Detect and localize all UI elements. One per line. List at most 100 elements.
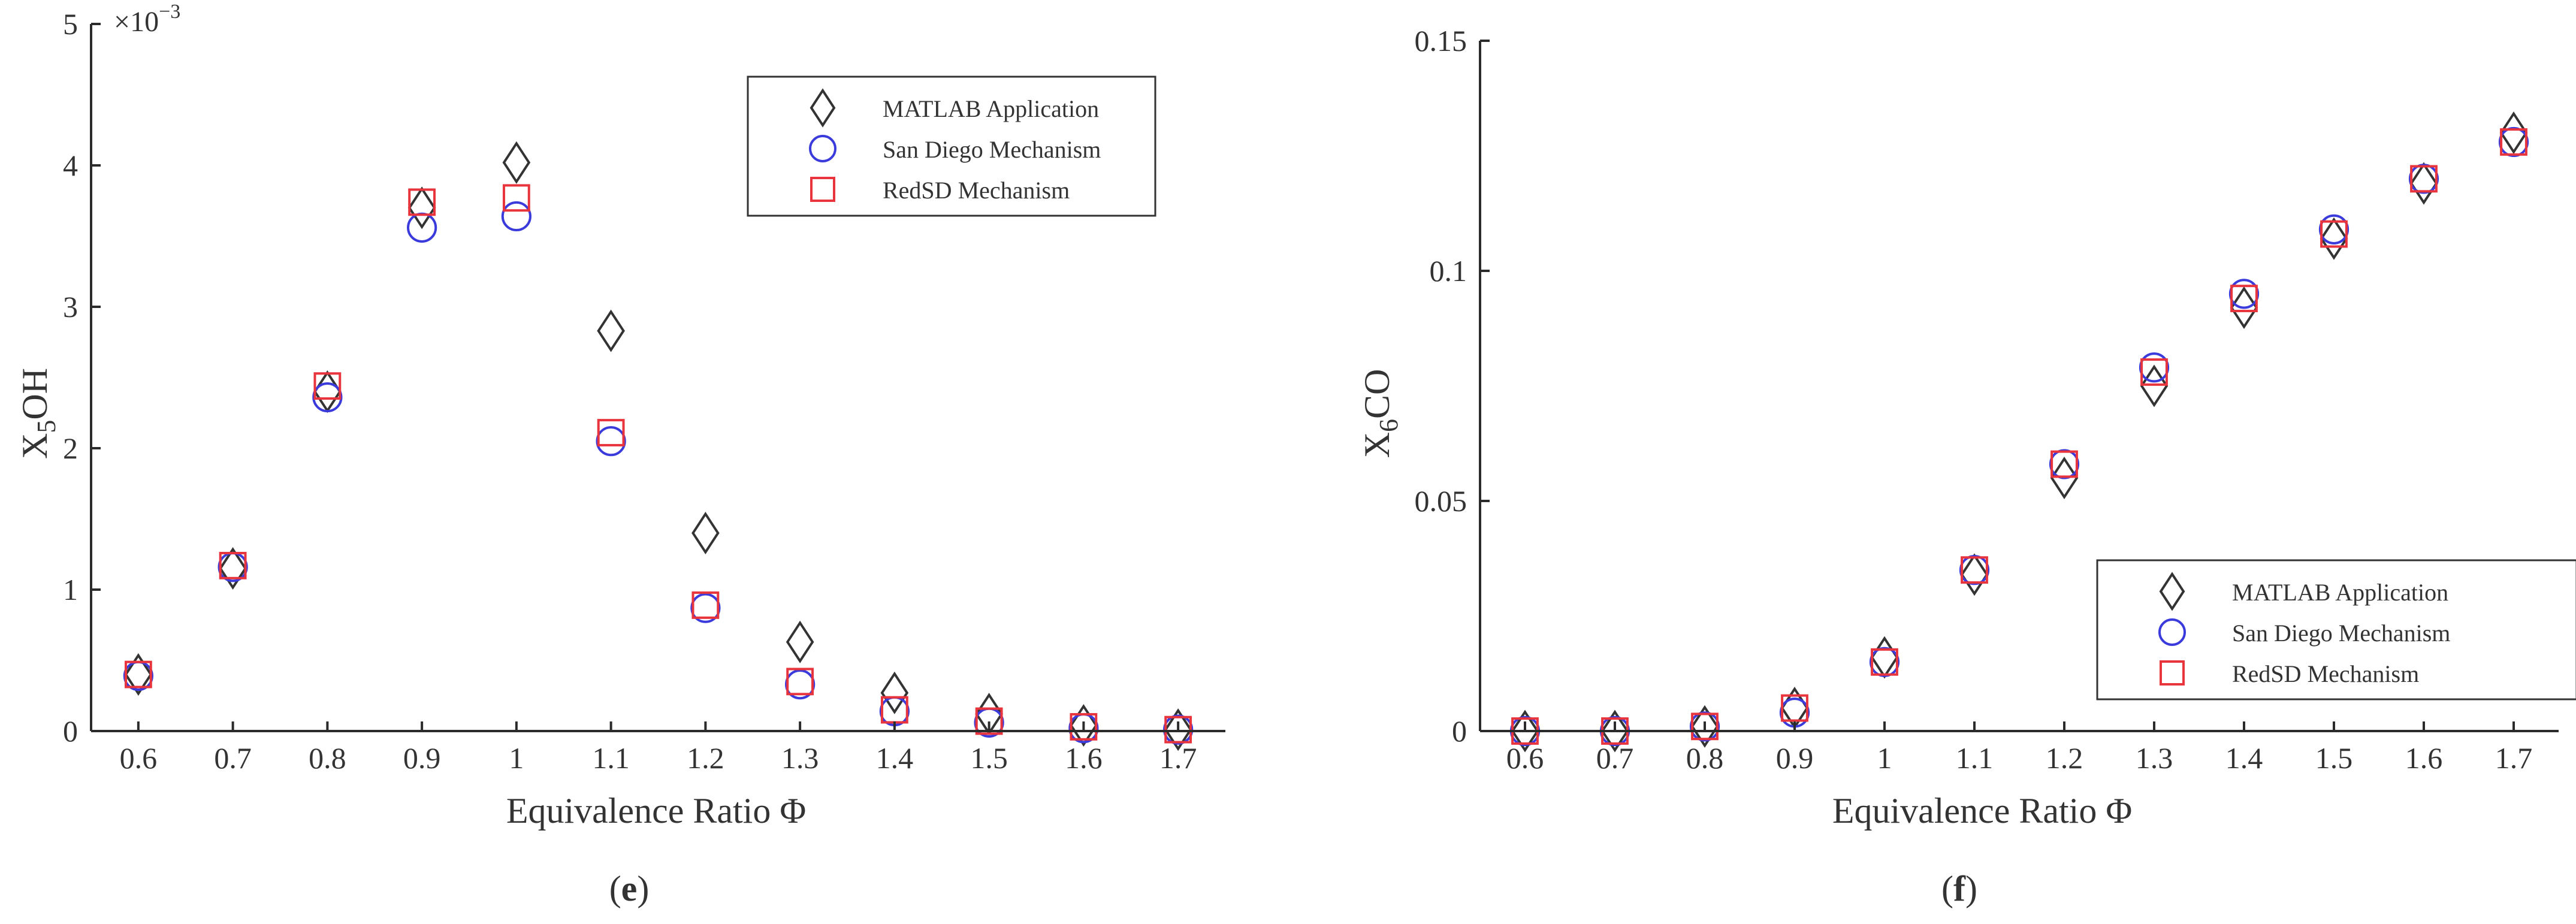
data-point-diamond — [2320, 217, 2348, 260]
legend-marker-diamond — [2159, 572, 2185, 611]
x-tick-label: 1.7 — [2495, 741, 2533, 775]
x-tick-label: 1.4 — [2225, 741, 2263, 775]
x-tick-label: 1.2 — [2046, 741, 2083, 775]
data-point-diamond — [786, 620, 814, 663]
x-tick-label: 0.7 — [214, 741, 252, 775]
y-tick-label: 2 — [63, 431, 78, 465]
legend-marker-square — [2160, 660, 2185, 686]
data-point-square — [1070, 713, 1098, 741]
y-tick-label: 0.15 — [1415, 24, 1467, 58]
chart-e: 0.6 0.7 0.8 0.9 1 1.1 1.2 1.3 1.4 1.5 1.6 1.7 0 1 2 3 4… — [15, 1, 1225, 908]
data-point-diamond — [880, 671, 909, 714]
x-tick-label: 0.7 — [1596, 741, 1634, 775]
chart-e-scale-factor: ×10−3 — [114, 1, 180, 38]
data-point-square — [313, 372, 342, 400]
data-point-circle — [690, 593, 721, 623]
series-diamond — [124, 141, 1192, 751]
data-point-circle — [2498, 126, 2529, 158]
series-circle — [123, 201, 1194, 745]
chart-e-y-tick-labels: 0 1 2 3 4 5 — [63, 7, 78, 748]
y-tick-label: 3 — [63, 290, 78, 324]
data-point-square — [691, 591, 720, 619]
legend-label: RedSD Mechanism — [2232, 660, 2419, 687]
data-point-circle — [501, 201, 531, 232]
data-point-circle — [2139, 352, 2170, 383]
legend-marker-circle — [2158, 618, 2186, 646]
data-point-diamond — [1070, 704, 1098, 747]
chart-f-y-tick-labels: 0 0.05 0.1 0.15 — [1415, 24, 1467, 748]
data-point-circle — [1163, 714, 1194, 745]
y-tick-label: 0 — [63, 714, 78, 748]
data-point-square — [502, 184, 530, 212]
data-point-diamond — [1511, 709, 1539, 753]
data-point-diamond — [1690, 705, 1719, 748]
caption-e: (e) — [609, 869, 650, 908]
legend-marker-circle — [809, 135, 836, 162]
caption-f: (f) — [1941, 869, 1977, 908]
y-tick-label: 0.1 — [1430, 254, 1467, 288]
data-point-square — [1871, 648, 1898, 676]
x-tick-label: 1.6 — [2405, 741, 2443, 775]
data-point-circle — [596, 426, 626, 457]
data-point-circle — [123, 660, 153, 692]
x-tick-label: 0.9 — [1776, 741, 1814, 775]
data-point-square — [124, 660, 152, 689]
x-tick-label: 0.6 — [1506, 741, 1544, 775]
data-point-diamond — [1960, 553, 1989, 596]
data-point-square — [2410, 165, 2438, 193]
data-point-square — [786, 668, 814, 696]
data-point-diamond — [2409, 162, 2438, 205]
data-point-diamond — [2230, 286, 2258, 329]
chart-f: 0.6 0.7 0.8 0.9 1 1.1 1.2 1.3 1.4 1.5 1.6 1.7 0 0.05… — [1357, 24, 2576, 908]
chart-e-x-tick-labels: 0.6 0.7 0.8 0.9 1 1.1 1.2 1.3 1.4 1.5 1.6 1.7 — [120, 741, 1197, 775]
data-point-circle — [218, 552, 248, 582]
x-tick-label: 1.3 — [781, 741, 819, 775]
data-point-diamond — [1870, 636, 1899, 679]
data-point-diamond — [597, 309, 625, 352]
y-tick-label: 0.05 — [1415, 484, 1467, 518]
x-tick-label: 1 — [1877, 741, 1892, 775]
data-point-square — [975, 707, 1003, 735]
legend-label: San Diego Mechanism — [883, 136, 1101, 163]
x-tick-label: 0.9 — [403, 741, 441, 775]
chart-e-x-axis-label: Equivalence Ratio Φ — [506, 791, 806, 831]
data-point-square — [1164, 715, 1192, 744]
x-tick-label: 0.8 — [1686, 741, 1724, 775]
x-tick-label: 0.6 — [120, 741, 158, 775]
legend-marker-diamond — [810, 88, 836, 128]
legend-marker-square — [810, 177, 835, 202]
x-tick-label: 0.8 — [309, 741, 346, 775]
chart-e-axes — [90, 23, 1225, 732]
y-tick-label: 5 — [63, 7, 78, 41]
chart-f-axes — [1479, 40, 2559, 732]
x-tick-label: 1.5 — [970, 741, 1008, 775]
series-diamond — [1511, 111, 2528, 753]
chart-f-marks — [1509, 111, 2529, 753]
data-point-square — [1781, 694, 1808, 722]
data-point-circle — [2049, 449, 2080, 479]
data-point-diamond — [502, 141, 531, 184]
data-point-circle — [312, 382, 343, 413]
data-point-diamond — [219, 547, 247, 590]
data-point-circle — [1689, 711, 1720, 742]
data-point-square — [2050, 450, 2078, 478]
data-point-diamond — [2499, 111, 2528, 155]
x-tick-label: 1 — [509, 741, 524, 775]
data-point-circle — [785, 669, 816, 700]
data-point-diamond — [2050, 457, 2079, 500]
chart-f-y-axis-label: X6CO — [1357, 369, 1403, 458]
x-tick-label: 1.5 — [2315, 741, 2353, 775]
legend-label: MATLAB Application — [2232, 579, 2448, 606]
data-point-diamond — [1600, 709, 1629, 753]
data-point-diamond — [313, 370, 342, 413]
data-point-square — [408, 188, 436, 216]
data-point-diamond — [124, 653, 153, 696]
data-point-circle — [2228, 279, 2260, 309]
x-tick-label: 1.3 — [2136, 741, 2173, 775]
data-point-square — [1691, 712, 1719, 741]
x-tick-label: 1.2 — [687, 741, 724, 775]
data-point-circle — [2408, 164, 2439, 194]
legend-label: MATLAB Application — [883, 95, 1099, 122]
data-point-square — [1961, 556, 1988, 584]
data-point-square — [2230, 285, 2258, 312]
